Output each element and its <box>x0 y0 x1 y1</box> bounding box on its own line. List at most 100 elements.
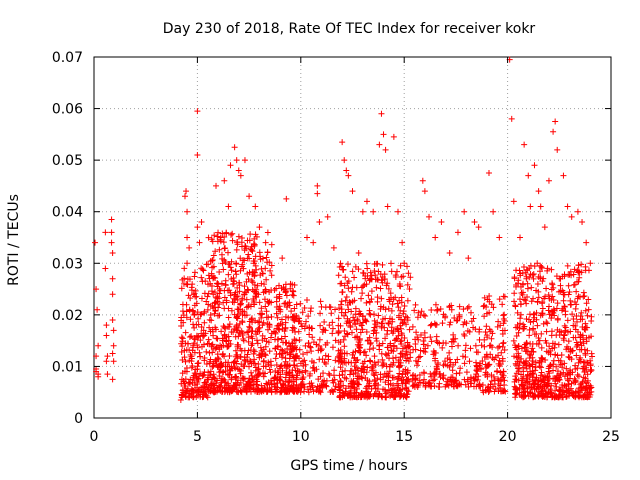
data-point <box>533 374 540 381</box>
data-point <box>404 339 411 346</box>
data-point <box>233 271 240 278</box>
data-point <box>576 274 583 281</box>
data-point <box>501 377 508 384</box>
data-point <box>227 162 234 169</box>
data-point <box>247 358 254 365</box>
data-point <box>483 323 490 330</box>
data-point <box>581 292 588 299</box>
data-point <box>93 286 100 293</box>
data-point <box>233 260 240 267</box>
data-point <box>418 308 425 315</box>
data-point <box>346 317 353 324</box>
data-point <box>197 311 204 318</box>
data-point <box>515 277 522 284</box>
data-point <box>205 290 212 297</box>
data-point <box>573 390 580 397</box>
data-point <box>379 356 386 363</box>
data-point <box>445 382 452 389</box>
data-point <box>403 348 410 355</box>
data-point <box>415 382 422 389</box>
data-point <box>381 324 388 331</box>
data-point <box>336 305 343 312</box>
data-point <box>588 367 595 374</box>
data-point <box>382 379 389 386</box>
data-point <box>348 288 355 295</box>
data-point <box>584 347 591 354</box>
data-point <box>413 362 420 369</box>
data-point <box>234 241 241 248</box>
data-point <box>341 343 348 350</box>
data-point <box>255 372 262 379</box>
data-point <box>563 365 570 372</box>
data-point <box>486 342 493 349</box>
data-point <box>282 319 289 326</box>
data-point <box>108 239 115 246</box>
data-point <box>579 219 586 226</box>
data-point <box>420 348 427 355</box>
data-point <box>515 350 522 357</box>
data-point <box>368 288 375 295</box>
data-point <box>182 368 189 375</box>
data-point <box>393 336 400 343</box>
data-point <box>538 344 545 351</box>
data-point <box>422 382 429 389</box>
data-point <box>212 308 219 315</box>
data-point <box>526 374 533 381</box>
data-point <box>554 372 561 379</box>
data-point <box>184 260 191 267</box>
data-point <box>516 385 523 392</box>
data-point <box>369 364 376 371</box>
y-tick-label: 0 <box>74 411 83 427</box>
data-point <box>387 393 394 400</box>
data-point <box>258 305 265 312</box>
y-tick-label: 0.06 <box>52 102 83 118</box>
data-point <box>289 291 296 298</box>
data-point <box>282 378 289 385</box>
data-point <box>521 379 528 386</box>
data-point <box>566 288 573 295</box>
data-point <box>390 343 397 350</box>
data-point <box>266 321 273 328</box>
data-point <box>516 358 523 365</box>
data-point <box>537 203 544 210</box>
data-point <box>330 379 337 386</box>
data-point <box>511 353 518 360</box>
data-point <box>491 388 498 395</box>
data-point <box>345 172 352 179</box>
data-point <box>554 300 561 307</box>
data-point <box>342 297 349 304</box>
data-point <box>550 297 557 304</box>
data-point <box>366 357 373 364</box>
data-point <box>181 347 188 354</box>
data-point <box>345 306 352 313</box>
data-point <box>93 353 100 360</box>
data-point <box>262 343 269 350</box>
data-point <box>391 386 398 393</box>
data-point <box>536 363 543 370</box>
data-point <box>335 339 342 346</box>
data-point <box>256 249 263 256</box>
data-point <box>377 285 384 292</box>
data-point <box>484 373 491 380</box>
data-point <box>220 266 227 273</box>
data-point <box>486 326 493 333</box>
data-point <box>205 234 212 241</box>
data-point <box>444 355 451 362</box>
data-point <box>279 367 286 374</box>
data-point <box>555 394 562 401</box>
data-point <box>392 273 399 280</box>
data-point <box>189 363 196 370</box>
data-point <box>561 273 568 280</box>
data-point <box>525 172 532 179</box>
data-point <box>335 272 342 279</box>
data-point <box>230 382 237 389</box>
data-point <box>460 331 467 338</box>
data-point <box>237 267 244 274</box>
data-point <box>546 295 553 302</box>
data-point <box>578 380 585 387</box>
data-point <box>417 347 424 354</box>
data-point <box>233 322 240 329</box>
data-point <box>332 306 339 313</box>
data-point <box>321 327 328 334</box>
data-point <box>236 288 243 295</box>
